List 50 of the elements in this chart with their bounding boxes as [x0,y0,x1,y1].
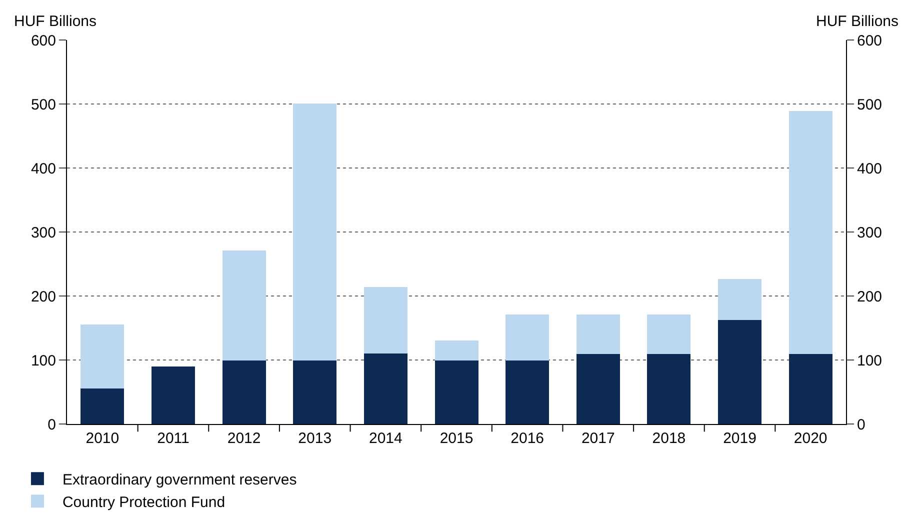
y-tick-label: 100 [30,352,56,370]
bar [576,314,620,354]
bar [364,287,408,354]
x-tick-label: 2020 [794,430,828,447]
x-tick-label: 2018 [652,430,686,447]
y2-tick-label: 200 [857,288,882,306]
legend-label: Country Protection Fund [62,494,226,511]
y-tick-label: 600 [30,32,56,50]
bar [788,111,832,354]
x-tick-label: 2013 [298,430,332,447]
bar [222,250,266,360]
y-tick-label: 200 [30,288,56,306]
bar [222,360,266,424]
bar [788,353,832,424]
y-tick-label: 0 [48,416,56,434]
bar [80,324,124,389]
bar [718,278,762,320]
bar [293,360,337,424]
x-tick-label: 2015 [440,430,474,447]
x-tick-label: 2010 [86,430,120,447]
bar [576,353,620,424]
x-tick-label: 2019 [723,430,756,447]
bar [80,388,124,424]
y-tick-label: 400 [30,160,56,178]
y2-tick-label: 600 [857,32,882,50]
bar [506,314,550,360]
bar [647,353,691,424]
bar [364,352,408,424]
legend-label: Extraordinary government reserves [62,472,297,488]
y-tick-label: 500 [30,96,56,114]
x-tick-label: 2011 [157,430,190,447]
y2-tick-label: 300 [857,224,882,242]
y2-tick-label: 500 [857,96,882,114]
bar [647,314,691,354]
y2-tick-label: 100 [857,352,882,370]
y-axis-title: HUF Billions [14,13,97,30]
bar [434,340,478,360]
x-tick-label: 2012 [227,430,261,447]
bar [506,360,550,424]
bar [293,104,337,360]
y2-tick-label: 0 [857,416,866,434]
bar [151,366,195,424]
bar [434,360,478,424]
x-tick-label: 2016 [510,430,544,447]
x-tick-label: 2017 [581,430,615,447]
bar [718,319,762,424]
y2-tick-label: 400 [857,160,882,178]
x-tick-label: 2014 [368,430,402,447]
y2-axis-title: HUF Billions [816,13,899,30]
y-tick-label: 300 [30,224,56,242]
